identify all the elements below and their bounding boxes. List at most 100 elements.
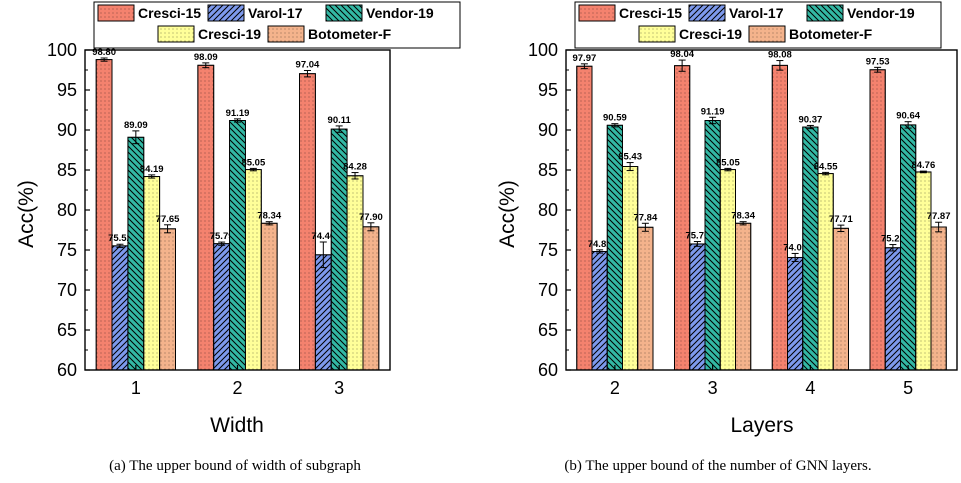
bar-pattern — [260, 222, 278, 371]
bar-pattern — [299, 73, 316, 371]
legend-swatch-pattern — [688, 4, 726, 22]
x-tick-label: 2 — [610, 378, 620, 398]
legend-entry: Cresci-19 — [679, 26, 742, 42]
bar-pattern — [244, 169, 262, 371]
bar-pattern — [576, 65, 593, 371]
data-label: 85.43 — [618, 152, 642, 163]
y-tick-label: 75 — [538, 240, 558, 260]
data-label: 75.76 — [685, 231, 709, 242]
y-tick-label: 90 — [538, 120, 558, 140]
data-label: 75.79 — [210, 231, 234, 242]
y-tick-label: 90 — [57, 120, 77, 140]
data-label: 97.97 — [572, 53, 596, 64]
y-tick-label: 100 — [528, 40, 558, 60]
data-label: 97.53 — [866, 56, 890, 67]
data-label: 84.76 — [911, 160, 935, 171]
y-tick-label: 85 — [57, 160, 77, 180]
legend-swatch-pattern — [267, 25, 305, 43]
legend-entry: Varol-17 — [729, 5, 784, 21]
data-label: 84.55 — [814, 161, 838, 172]
data-label: 89.09 — [124, 120, 148, 131]
bar-pattern — [719, 169, 736, 371]
legend: Cresci-15 Varol-17 Vendor-19 Cresci-19 Botom… — [574, 1, 942, 49]
y-tick-label: 65 — [538, 320, 558, 340]
bar-pattern — [915, 171, 932, 371]
bar-pattern — [735, 222, 752, 371]
legend-entry: Vendor-19 — [847, 5, 915, 21]
figure-caption: (a) The upper bound of width of subgraph — [109, 458, 361, 474]
y-axis-label: Acc(%) — [15, 180, 38, 248]
legend-entry: Varol-17 — [248, 5, 303, 21]
data-label: 84.19 — [140, 164, 164, 175]
bar-pattern — [817, 173, 834, 371]
bar-pattern — [637, 226, 654, 371]
x-axis-label: Layers — [730, 414, 793, 437]
data-label: 78.34 — [731, 211, 755, 222]
data-label: 77.84 — [633, 212, 657, 223]
data-label: 98.08 — [768, 50, 792, 61]
y-tick-label: 85 — [538, 160, 558, 180]
legend-entry: Botometer-F — [789, 26, 873, 42]
bar-pattern — [197, 64, 215, 371]
legend-entry: Cresci-15 — [619, 5, 682, 21]
y-tick-label: 60 — [57, 360, 77, 380]
y-tick-label: 75 — [57, 240, 77, 260]
data-label: 85.05 — [716, 157, 740, 168]
y-tick-label: 100 — [47, 40, 77, 60]
bar-pattern — [674, 65, 691, 371]
legend-entry: Botometer-F — [308, 26, 392, 42]
bar-pattern — [314, 254, 332, 371]
bar-pattern — [771, 64, 788, 371]
plot-frame — [84, 49, 391, 371]
bar-pattern — [787, 256, 804, 371]
data-label: 90.11 — [328, 115, 352, 126]
legend-swatch-pattern — [97, 4, 135, 22]
bar-pattern — [869, 69, 886, 371]
chart-panel-a: 60 65 70 75 80 85 90 95 100 Acc(%) 98.80 75.52 89.09… — [15, 1, 461, 474]
bar-pattern — [111, 245, 129, 371]
data-label: 97.04 — [296, 59, 320, 70]
bar-pattern — [689, 243, 706, 371]
data-label: 75.52 — [108, 233, 132, 244]
y-tick-label: 95 — [57, 80, 77, 100]
bar-pattern — [884, 247, 901, 371]
data-label: 77.87 — [927, 211, 951, 222]
y-tick-label: 60 — [538, 360, 558, 380]
bar-pattern — [930, 226, 947, 371]
data-label: 85.05 — [241, 157, 265, 168]
data-label: 77.65 — [156, 214, 180, 225]
y-tick-label: 95 — [538, 80, 558, 100]
legend: Cresci-15 Varol-17 Vendor-19 Cresci-19 Botom… — [93, 1, 461, 49]
data-label: 91.19 — [701, 106, 725, 117]
data-label: 98.80 — [92, 47, 116, 58]
data-label: 75.28 — [881, 234, 905, 245]
y-tick-label: 80 — [538, 200, 558, 220]
y-axis-label: Acc(%) — [496, 180, 519, 248]
y-tick-label: 70 — [57, 280, 77, 300]
bar-pattern — [95, 59, 113, 371]
data-label: 74.40 — [311, 231, 335, 242]
data-label: 98.09 — [194, 52, 218, 63]
data-label: 74.07 — [783, 242, 807, 253]
legend-swatch-pattern — [806, 4, 844, 22]
legend-swatch-pattern — [157, 25, 195, 43]
x-axis-label: Width — [210, 414, 264, 437]
bar-pattern — [591, 250, 608, 371]
data-label: 91.19 — [226, 108, 250, 119]
legend-entry: Cresci-15 — [138, 5, 201, 21]
legend-swatch-pattern — [325, 4, 363, 22]
legend-swatch-pattern — [748, 25, 786, 43]
x-tick-label: 3 — [708, 378, 718, 398]
plot-frame — [565, 49, 958, 371]
data-label: 78.34 — [257, 211, 281, 222]
figure-caption: (b) The upper bound of the number of GNN… — [564, 458, 871, 474]
data-label: 98.04 — [670, 49, 694, 60]
bar-pattern — [159, 228, 176, 371]
x-tick-label: 4 — [805, 378, 815, 398]
bar-pattern — [213, 243, 231, 371]
data-label: 90.64 — [896, 111, 920, 122]
legend-swatch-pattern — [578, 4, 616, 22]
legend-swatch-pattern — [638, 25, 676, 43]
legend-entry: Vendor-19 — [366, 5, 434, 21]
legend-swatch-pattern — [207, 4, 245, 22]
